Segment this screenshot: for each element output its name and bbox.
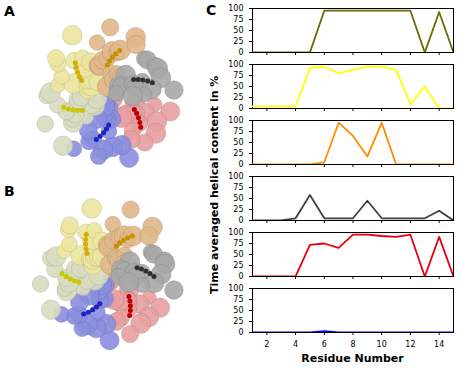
html-text:C: C: [206, 2, 217, 18]
svg-text:10: 10: [377, 340, 387, 349]
svg-text:100: 100: [228, 116, 243, 125]
svg-text:A: A: [4, 3, 15, 19]
svg-text:50: 50: [233, 82, 243, 91]
svg-text:25: 25: [233, 205, 243, 214]
svg-text:50: 50: [233, 194, 243, 203]
svg-text:50: 50: [233, 250, 243, 259]
svg-text:75: 75: [233, 183, 243, 192]
svg-text:25: 25: [233, 149, 243, 158]
svg-text:100: 100: [228, 4, 243, 13]
svg-text:75: 75: [233, 71, 243, 80]
svg-text:100: 100: [228, 60, 243, 69]
svg-text:0: 0: [238, 160, 243, 169]
svg-text:4: 4: [293, 340, 298, 349]
svg-text:25: 25: [233, 261, 243, 270]
svg-text:6: 6: [322, 340, 327, 349]
svg-text:50: 50: [233, 26, 243, 35]
svg-text:75: 75: [233, 127, 243, 136]
svg-text:0: 0: [238, 272, 243, 281]
svg-text:75: 75: [233, 15, 243, 24]
svg-text:0: 0: [238, 328, 243, 337]
svg-text:0: 0: [238, 104, 243, 113]
svg-text:0: 0: [238, 216, 243, 225]
svg-text:100: 100: [228, 172, 243, 181]
svg-text:8: 8: [350, 340, 355, 349]
svg-text:100: 100: [228, 284, 243, 293]
html-text:Time averaged helical content: Time averaged helical content in %: [208, 75, 221, 295]
svg-text:75: 75: [233, 239, 243, 248]
svg-text:12: 12: [405, 340, 415, 349]
svg-text:14: 14: [434, 340, 444, 349]
svg-text:B: B: [4, 183, 15, 199]
svg-text:2: 2: [264, 340, 269, 349]
svg-text:25: 25: [233, 37, 243, 46]
svg-text:25: 25: [233, 317, 243, 326]
svg-text:75: 75: [233, 295, 243, 304]
svg-text:50: 50: [233, 306, 243, 315]
svg-text:25: 25: [233, 93, 243, 102]
svg-text:50: 50: [233, 138, 243, 147]
html-text:Residue Number: Residue Number: [301, 352, 404, 365]
svg-text:0: 0: [238, 48, 243, 57]
svg-text:100: 100: [228, 228, 243, 237]
